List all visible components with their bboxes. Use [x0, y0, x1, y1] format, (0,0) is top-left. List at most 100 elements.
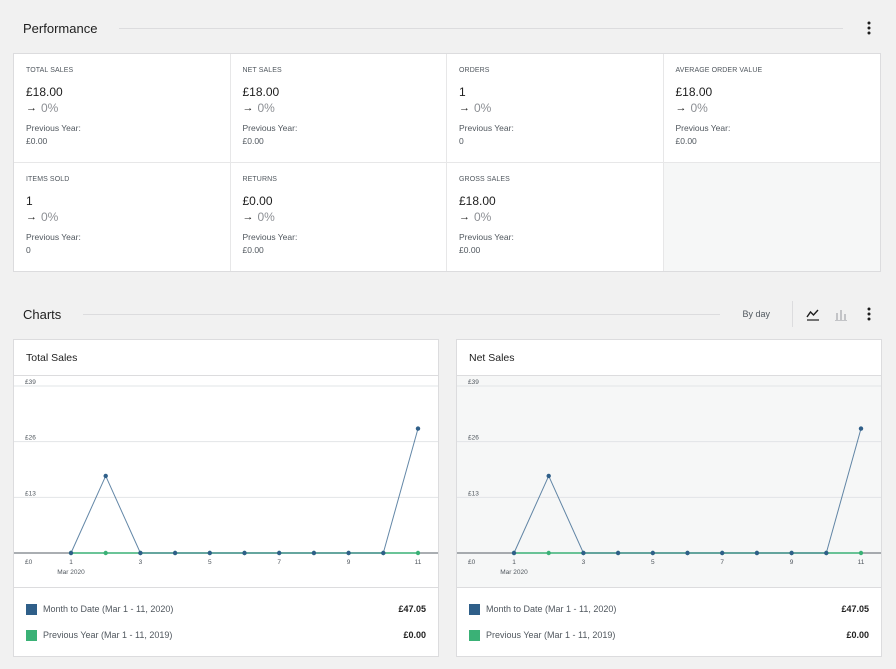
x-tick-label: 7 — [720, 559, 724, 566]
legend-label: Previous Year (Mar 1 - 11, 2019) — [486, 630, 616, 640]
card-label: AVERAGE ORDER VALUE — [675, 67, 763, 74]
point-current — [346, 550, 351, 556]
card-previous-label: Previous Year: — [459, 123, 514, 133]
charts-header: Charts By day — [13, 299, 881, 329]
performance-card-items-sold[interactable]: ITEMS SOLD 1 → 0% Previous Year: 0 — [14, 162, 231, 271]
arrow-right-icon: → — [459, 210, 470, 223]
line-chart-icon[interactable] — [801, 302, 825, 326]
x-tick-label: 3 — [139, 559, 143, 566]
x-tick-label: 11 — [415, 559, 422, 566]
card-previous-value: £0.00 — [675, 136, 697, 146]
series-line-current — [513, 428, 862, 554]
charts-title: Charts — [23, 306, 62, 322]
point-current — [858, 426, 864, 431]
y-tick-label: £39 — [468, 379, 479, 386]
card-delta-value: 0% — [474, 101, 492, 115]
vertical-ellipsis-icon[interactable] — [857, 302, 881, 326]
performance-header: Performance — [13, 13, 881, 43]
legend-item-current[interactable]: Month to Date (Mar 1 - 11, 2020) £47.05 — [469, 596, 869, 622]
legend-label: Previous Year (Mar 1 - 11, 2019) — [43, 630, 173, 640]
chart-plot[interactable]: £0 £13 £26 £39 1 3 5 7 9 11 Mar 2020 — [457, 377, 881, 587]
performance-card-returns[interactable]: RETURNS £0.00 → 0% Previous Year: £0.00 — [231, 162, 447, 271]
card-previous-value: £0.00 — [242, 244, 264, 255]
arrow-right-icon: → — [26, 210, 37, 223]
point-current — [172, 550, 178, 556]
y-tick-label: £26 — [25, 435, 36, 442]
card-delta: → 0% — [26, 210, 218, 224]
arrow-right-icon: → — [242, 102, 254, 114]
chart-svg[interactable]: £0 £13 £26 £39 1 3 5 7 9 11 Mar 2020 — [14, 377, 438, 587]
point-previous — [546, 550, 551, 556]
chart-legend: Month to Date (Mar 1 - 11, 2020) £47.05 … — [14, 587, 438, 656]
x-tick-label: 1 — [512, 559, 516, 566]
performance-card-gross-sales[interactable]: GROSS SALES £18.00 → 0% Previous Year: £0… — [447, 162, 664, 271]
card-label: NET SALES — [242, 67, 282, 74]
point-previous — [103, 550, 108, 556]
card-previous-label: Previous Year: — [459, 231, 514, 242]
card-label: TOTAL SALES — [26, 67, 74, 74]
chart-card-total-sales: Total Sales £0 £13 £26 £39 1 3 5 7 9 11 Mar 2020 M… — [13, 339, 439, 657]
card-previous-label: Previous Year: — [26, 123, 81, 133]
chart-plot[interactable]: £0 £13 £26 £39 1 3 5 7 9 11 Mar 2020 — [14, 377, 438, 587]
card-value: £0.00 — [242, 193, 273, 208]
card-previous-value: 0 — [459, 136, 464, 146]
card-previous-value: £0.00 — [26, 136, 48, 146]
chart-title: Net Sales — [457, 340, 881, 376]
card-value: £18.00 — [242, 85, 280, 99]
arrow-right-icon: → — [26, 102, 37, 114]
y-tick-label: £13 — [25, 490, 36, 497]
card-delta: → 0% — [459, 210, 651, 224]
card-previous-label: Previous Year: — [242, 123, 298, 133]
card-previous-value: 0 — [26, 244, 31, 255]
legend-swatch-previous — [469, 629, 480, 641]
card-delta-value: 0% — [41, 209, 59, 224]
card-delta-value: 0% — [257, 209, 275, 224]
y-tick-label: £0 — [468, 559, 476, 566]
legend-item-current[interactable]: Month to Date (Mar 1 - 11, 2020) £47.05 — [26, 596, 426, 622]
performance-card-orders[interactable]: ORDERS 1 → 0% Previous Year: 0 — [447, 54, 664, 163]
point-current — [277, 550, 282, 556]
legend-label: Month to Date (Mar 1 - 11, 2020) — [486, 604, 617, 614]
card-delta: → 0% — [243, 101, 435, 115]
performance-grid: TOTAL SALES £18.00 → 0% Previous Year: £0… — [13, 53, 881, 272]
chart-svg[interactable]: £0 £13 £26 £39 1 3 5 7 9 11 Mar 2020 — [457, 377, 881, 587]
performance-card-empty — [663, 162, 880, 271]
performance-card-total-sales[interactable]: TOTAL SALES £18.00 → 0% Previous Year: £0… — [14, 54, 231, 163]
card-previous-label: Previous Year: — [242, 231, 298, 242]
vertical-ellipsis-icon[interactable] — [857, 16, 881, 40]
legend-label: Month to Date (Mar 1 - 11, 2020) — [43, 604, 174, 614]
charts-divider — [83, 313, 721, 315]
x-tick-label: 1 — [69, 559, 73, 566]
interval-select[interactable]: By day — [742, 309, 770, 319]
performance-card-average-order-value[interactable]: AVERAGE ORDER VALUE £18.00 → 0% Previous … — [663, 54, 880, 163]
point-current — [103, 473, 108, 479]
point-current — [138, 550, 143, 556]
card-value: £18.00 — [459, 193, 496, 208]
chart-card-net-sales: Net Sales £0 £13 £26 £39 1 3 5 7 9 11 Mar 2020 Mon… — [456, 339, 882, 657]
card-label: GROSS SALES — [459, 175, 510, 183]
point-current — [311, 550, 317, 556]
point-current — [68, 550, 74, 556]
legend-item-previous[interactable]: Previous Year (Mar 1 - 11, 2019) £0.00 — [469, 622, 869, 648]
card-value: £18.00 — [675, 85, 713, 99]
legend-item-previous[interactable]: Previous Year (Mar 1 - 11, 2019) £0.00 — [26, 622, 426, 648]
chart-controls: By day — [734, 299, 881, 329]
point-current — [789, 550, 794, 556]
point-current — [754, 550, 760, 556]
performance-card-net-sales[interactable]: NET SALES £18.00 → 0% Previous Year: £0.0… — [230, 54, 447, 163]
card-value: 1 — [459, 85, 466, 99]
point-current — [511, 550, 517, 556]
point-current — [415, 426, 421, 431]
bar-chart-icon[interactable] — [829, 302, 853, 326]
chart-legend: Month to Date (Mar 1 - 11, 2020) £47.05 … — [457, 587, 881, 656]
x-axis-sublabel: Mar 2020 — [57, 569, 85, 576]
card-label: ITEMS SOLD — [26, 175, 70, 183]
point-previous — [415, 550, 421, 556]
card-previous-label: Previous Year: — [675, 123, 731, 133]
x-tick-label: 5 — [208, 559, 212, 566]
arrow-right-icon: → — [459, 102, 470, 114]
y-tick-label: £39 — [25, 379, 36, 386]
legend-swatch-current — [26, 603, 37, 615]
legend-total: £47.05 — [398, 604, 426, 614]
card-label: ORDERS — [459, 67, 490, 74]
